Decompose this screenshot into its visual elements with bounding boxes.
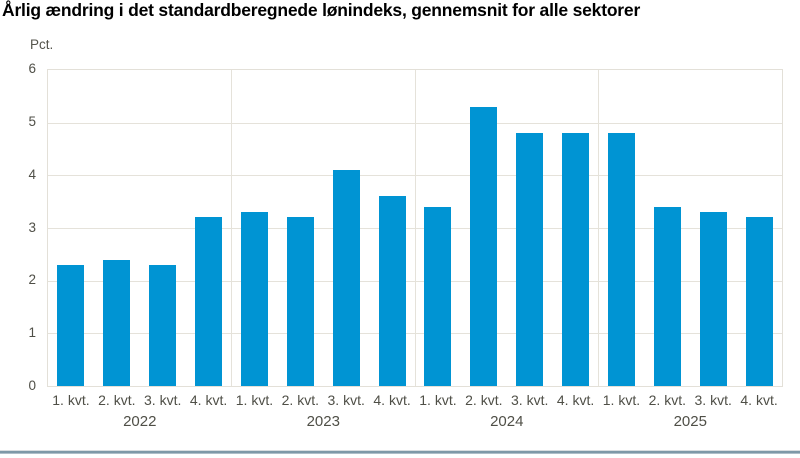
x-tick-label: 1. kvt. [52,392,90,408]
x-tick-label: 4. kvt. [740,392,778,408]
group-separator [231,70,232,386]
year-label: 2024 [490,413,524,430]
x-tick-label: 1. kvt. [235,392,274,408]
bar-2024-q2 [470,106,498,386]
year-label: 2022 [123,413,157,430]
bar-2024-q3 [516,133,544,386]
bar-2023-q4 [378,196,406,386]
x-tick-label: 2. kvt. [648,392,686,408]
bar-2022-q2 [103,259,131,386]
y-axis-unit-label: Pct. [30,37,54,52]
chart-title: Årlig ændring i det standardberegnede lø… [2,0,641,20]
y-tick-label: 6 [28,61,36,76]
x-tick-label: 1. kvt. [419,392,457,408]
group-separator [414,70,416,386]
group-separator [598,70,599,386]
bar-2025-q4 [745,217,773,386]
bar-2025-q3 [699,212,727,386]
bar-2022-q3 [149,264,177,386]
bar-2022-q4 [195,217,223,386]
bar-2024-q1 [424,206,452,386]
bar-2022-q1 [57,264,85,386]
x-tick-label: 3. kvt. [694,392,732,408]
bar-2023-q1 [240,212,268,386]
x-tick-label: 4. kvt. [556,392,595,408]
x-tick-label: 3. kvt. [511,392,549,408]
y-tick-label: 2 [28,272,36,288]
y-tick-label: 1 [28,325,36,341]
bar-2023-q3 [332,170,360,386]
x-tick-label: 3. kvt. [144,392,182,408]
bar-2024-q4 [562,133,590,386]
x-tick-label: 4. kvt. [189,392,228,408]
bar-2023-q2 [286,217,314,386]
x-tick-label: 1. kvt. [602,392,641,408]
bar-2025-q1 [607,133,635,386]
y-tick-label: 3 [28,219,36,235]
x-tick-label: 2. kvt. [281,392,319,408]
y-tick-label: 5 [28,113,36,129]
year-label: 2025 [673,413,707,430]
y-tick-label: 4 [28,166,36,182]
x-tick-label: 2. kvt. [98,392,136,408]
year-label: 2023 [306,413,340,430]
y-tick-label: 0 [28,378,36,393]
plot-area [47,69,783,387]
x-tick-label: 3. kvt. [327,392,365,408]
x-tick-label: 4. kvt. [373,392,411,408]
x-tick-label: 2. kvt. [465,392,503,408]
footer-divider-line [0,450,800,454]
bar-2025-q2 [653,206,681,386]
